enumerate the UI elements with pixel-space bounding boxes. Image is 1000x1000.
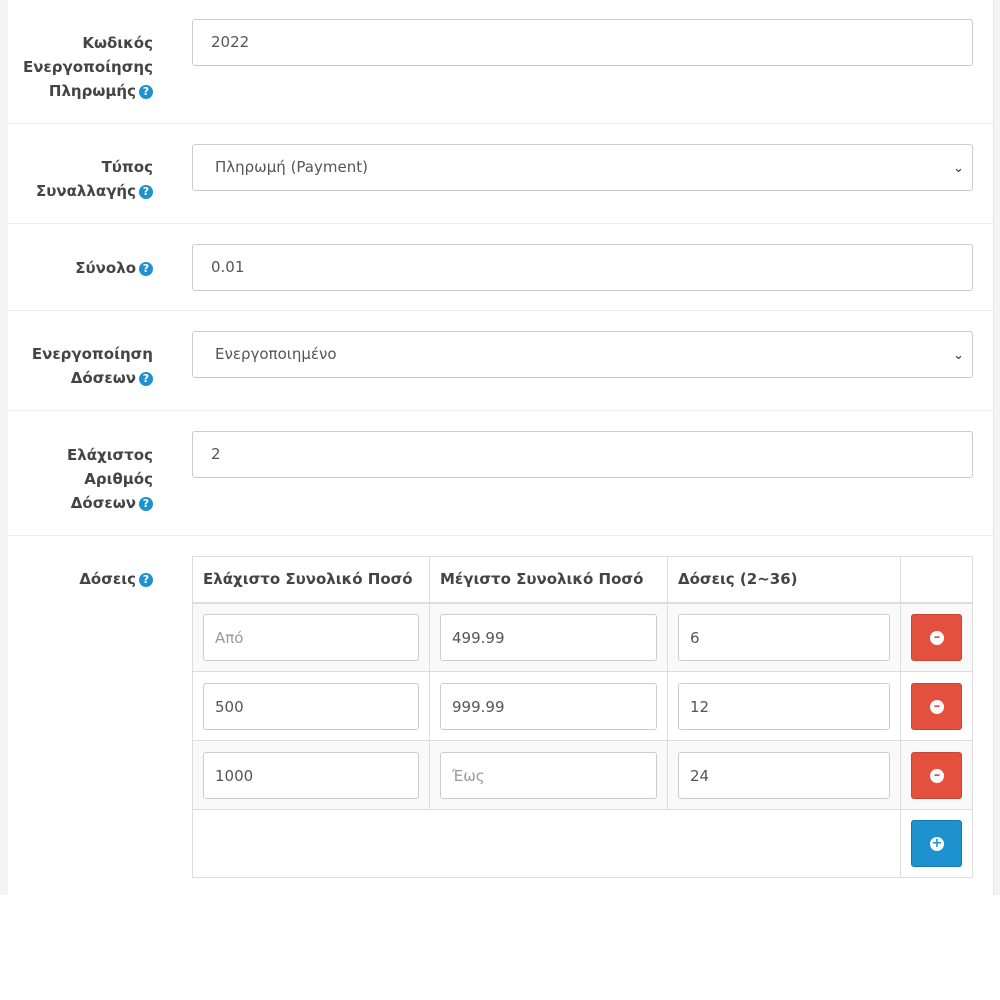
installments-count-input[interactable]: 6: [678, 613, 890, 661]
remove-row-button[interactable]: –: [911, 613, 962, 661]
chevron-down-icon: ⌄: [953, 348, 964, 363]
max-amount-input[interactable]: 999.99: [440, 682, 657, 730]
selected-value: Πληρωμή (Payment): [215, 158, 368, 176]
footer-spacer: [192, 809, 901, 878]
field-label: Ελάχιστος Αριθμός Δόσεων?: [0, 443, 153, 515]
selected-value: Ενεργοποιημένο: [215, 345, 337, 363]
field-label: Τύπος Συναλλαγής?: [0, 155, 153, 203]
minus-circle-icon: –: [930, 630, 944, 645]
installments-table: Ελάχιστο Συνολικό Ποσό Μέγιστο Συνολικό …: [192, 556, 973, 878]
label-text: Δόσεων: [70, 369, 136, 387]
min-amount-input[interactable]: 500: [203, 682, 419, 730]
max-amount-input[interactable]: Έως: [440, 751, 657, 799]
max-amount-input[interactable]: 499.99: [440, 613, 657, 661]
label-text: Δόσεις: [79, 570, 136, 588]
payment-settings-form: Κωδικός Ενεργοποίησης Πληρωμής? 2022 Τύπος…: [8, 0, 993, 895]
field-label: Κωδικός Ενεργοποίησης Πληρωμής?: [0, 31, 153, 103]
label-text: Τύπος: [101, 158, 153, 176]
help-icon[interactable]: ?: [139, 497, 153, 511]
column-header-min: Ελάχιστο Συνολικό Ποσό: [192, 556, 430, 604]
min-installments-input[interactable]: 2: [192, 431, 973, 478]
transaction-type-select[interactable]: Πληρωμή (Payment) ⌄: [192, 144, 973, 191]
chevron-down-icon: ⌄: [953, 161, 964, 176]
field-label: Ενεργοποίηση Δόσεων?: [0, 342, 153, 390]
form-row-installments: Δόσεις? Ελάχιστο Συνολικό Ποσό Μέγιστο Σ…: [8, 536, 993, 895]
form-row-activation-code: Κωδικός Ενεργοποίησης Πληρωμής? 2022: [8, 0, 993, 124]
form-row-installments-enable: Ενεργοποίηση Δόσεων? Ενεργοποιημένο ⌄: [8, 311, 993, 411]
remove-row-button[interactable]: –: [911, 682, 962, 730]
installments-count-input[interactable]: 12: [678, 682, 890, 730]
label-text: Ενεργοποίησης: [22, 58, 153, 76]
field-label: Σύνολο?: [0, 256, 153, 280]
help-icon[interactable]: ?: [139, 185, 153, 199]
table-row: 500 999.99 12 –: [192, 671, 973, 741]
remove-row-button[interactable]: –: [911, 751, 962, 799]
minus-circle-icon: –: [930, 699, 944, 714]
min-amount-input[interactable]: 1000: [203, 751, 419, 799]
column-header-max: Μέγιστο Συνολικό Ποσό: [429, 556, 668, 604]
column-header-count: Δόσεις (2~36): [667, 556, 901, 604]
label-text: Πληρωμής: [48, 82, 136, 100]
page-background: [0, 0, 8, 895]
add-row-button[interactable]: +: [911, 820, 962, 867]
help-icon[interactable]: ?: [139, 85, 153, 99]
label-text: Κωδικός: [82, 34, 153, 52]
label-text: Ελάχιστος: [66, 446, 153, 464]
minus-circle-icon: –: [930, 768, 944, 783]
min-amount-input[interactable]: Από: [203, 613, 419, 661]
table-row: Από 499.99 6 –: [192, 602, 973, 672]
help-icon[interactable]: ?: [139, 372, 153, 386]
activation-code-input[interactable]: 2022: [192, 19, 973, 66]
installments-count-input[interactable]: 24: [678, 751, 890, 799]
form-row-transaction-type: Τύπος Συναλλαγής? Πληρωμή (Payment) ⌄: [8, 124, 993, 224]
form-row-min-installments: Ελάχιστος Αριθμός Δόσεων? 2: [8, 411, 993, 536]
column-header-actions: [900, 556, 973, 604]
label-text: Ενεργοποίηση: [31, 345, 153, 363]
field-label: Δόσεις?: [0, 567, 153, 591]
page-scroll-edge: [993, 0, 1000, 895]
installments-enable-select[interactable]: Ενεργοποιημένο ⌄: [192, 331, 973, 378]
table-row: 1000 Έως 24 –: [192, 740, 973, 810]
plus-circle-icon: +: [930, 836, 944, 851]
help-icon[interactable]: ?: [139, 573, 153, 587]
total-input[interactable]: 0.01: [192, 244, 973, 291]
label-text: Σύνολο: [75, 259, 136, 277]
help-icon[interactable]: ?: [139, 262, 153, 276]
label-text: Συναλλαγής: [36, 182, 136, 200]
form-row-total: Σύνολο? 0.01: [8, 224, 993, 311]
table-footer-row: +: [192, 809, 973, 878]
label-text: Αριθμός: [84, 470, 153, 488]
label-text: Δόσεων: [70, 494, 136, 512]
